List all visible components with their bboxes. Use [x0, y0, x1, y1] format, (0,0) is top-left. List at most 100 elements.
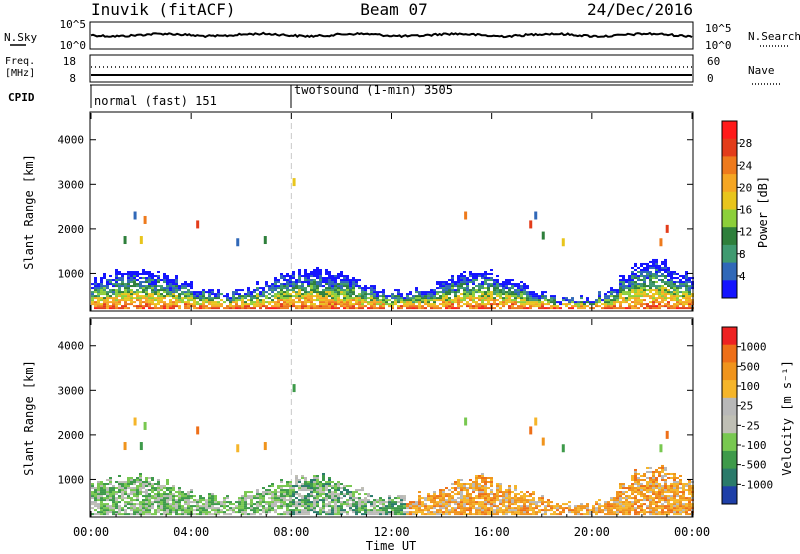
echo-cell — [631, 503, 634, 506]
echo-cell — [343, 487, 346, 490]
echo-cell — [619, 289, 622, 292]
echo-cell — [241, 513, 244, 516]
echo-cell — [673, 305, 676, 308]
echo-cell — [514, 295, 517, 298]
echo-cell — [100, 487, 103, 490]
echo-cell — [646, 271, 649, 274]
echo-cell — [583, 505, 586, 508]
echo-cell — [325, 303, 328, 306]
echo-cell — [187, 301, 190, 304]
echo-cell — [484, 279, 487, 282]
echo-cell — [625, 487, 628, 490]
echo-cell — [154, 279, 157, 282]
echo-cell — [205, 509, 208, 512]
echo-cell — [169, 291, 172, 294]
echo-cell — [172, 279, 175, 282]
echo-cell — [616, 293, 619, 296]
echo-cell — [658, 487, 661, 490]
echo-cell — [157, 279, 160, 282]
echo-cell — [112, 297, 115, 300]
echo-cell — [127, 493, 130, 496]
echo-cell — [598, 499, 601, 502]
echo-cell — [646, 499, 649, 502]
echo-cell — [529, 503, 532, 506]
echo-cell — [565, 299, 568, 302]
echo-cell — [448, 283, 451, 286]
echo-cell — [640, 279, 643, 282]
echo-cell — [355, 281, 358, 284]
echo-cell — [160, 297, 163, 300]
echo-cell — [340, 283, 343, 286]
echo-cell — [433, 303, 436, 306]
echo-cell — [199, 501, 202, 504]
echo-cell — [634, 275, 637, 278]
echo-cell — [115, 291, 118, 294]
echo-cell — [673, 271, 676, 274]
echo-cell — [577, 301, 580, 304]
echo-cell — [106, 279, 109, 282]
echo-cell — [322, 295, 325, 298]
echo-cell — [688, 489, 691, 492]
echo-cell — [307, 487, 310, 490]
echo-cell — [307, 283, 310, 286]
echo-cell — [124, 497, 127, 500]
echo-cell — [661, 281, 664, 284]
echo-cell — [346, 305, 349, 308]
echo-cell — [319, 511, 322, 514]
echo-cell — [376, 307, 379, 310]
echo-cell — [664, 511, 667, 514]
echo-cell — [322, 485, 325, 488]
echo-cell — [376, 303, 379, 306]
echo-cell — [679, 497, 682, 500]
echo-cell — [337, 297, 340, 300]
echo-cell — [331, 305, 334, 308]
echo-cell — [469, 291, 472, 294]
echo-cell — [433, 503, 436, 506]
echo-cell — [655, 305, 658, 308]
echo-cell — [541, 509, 544, 512]
echo-cell — [619, 509, 622, 512]
echo-cell — [256, 493, 259, 496]
echo-cell — [184, 501, 187, 504]
echo-cell — [148, 485, 151, 488]
echo-cell — [511, 497, 514, 500]
echo-cell — [451, 299, 454, 302]
echo-cell — [328, 273, 331, 276]
echo-cell — [310, 507, 313, 510]
echo-cell — [127, 289, 130, 292]
echo-cell — [400, 501, 403, 504]
echo-cell — [436, 281, 439, 284]
echo-cell — [562, 303, 565, 306]
echo-cell — [640, 262, 643, 265]
echo-cell — [154, 303, 157, 306]
echo-cell — [505, 493, 508, 496]
echo-cell — [169, 279, 172, 282]
echo-cell — [145, 483, 148, 486]
echo-cell — [241, 501, 244, 504]
echo-cell — [433, 295, 436, 298]
echo-cell — [190, 501, 193, 504]
echo-cell — [427, 297, 430, 300]
echo-cell — [163, 301, 166, 304]
echo-cell — [163, 491, 166, 494]
echo-cell — [184, 293, 187, 296]
echo-cell — [352, 297, 355, 300]
echo-cell — [109, 507, 112, 510]
echo-cell — [403, 505, 406, 508]
echo-cell — [304, 277, 307, 280]
echo-cell — [403, 299, 406, 302]
echo-cell — [190, 291, 193, 294]
echo-cell — [265, 305, 268, 308]
echo-cell — [604, 299, 607, 302]
echo-cell — [388, 507, 391, 510]
echo-cell — [136, 305, 139, 308]
echo-cell — [478, 491, 481, 494]
echo-cell — [208, 299, 211, 302]
echo-cell — [376, 295, 379, 298]
echo-cell — [409, 293, 412, 296]
echo-cell — [658, 499, 661, 502]
echo-cell — [271, 501, 274, 504]
echo-cell — [163, 307, 166, 310]
echo-cell — [244, 495, 247, 498]
echo-cell — [655, 287, 658, 290]
